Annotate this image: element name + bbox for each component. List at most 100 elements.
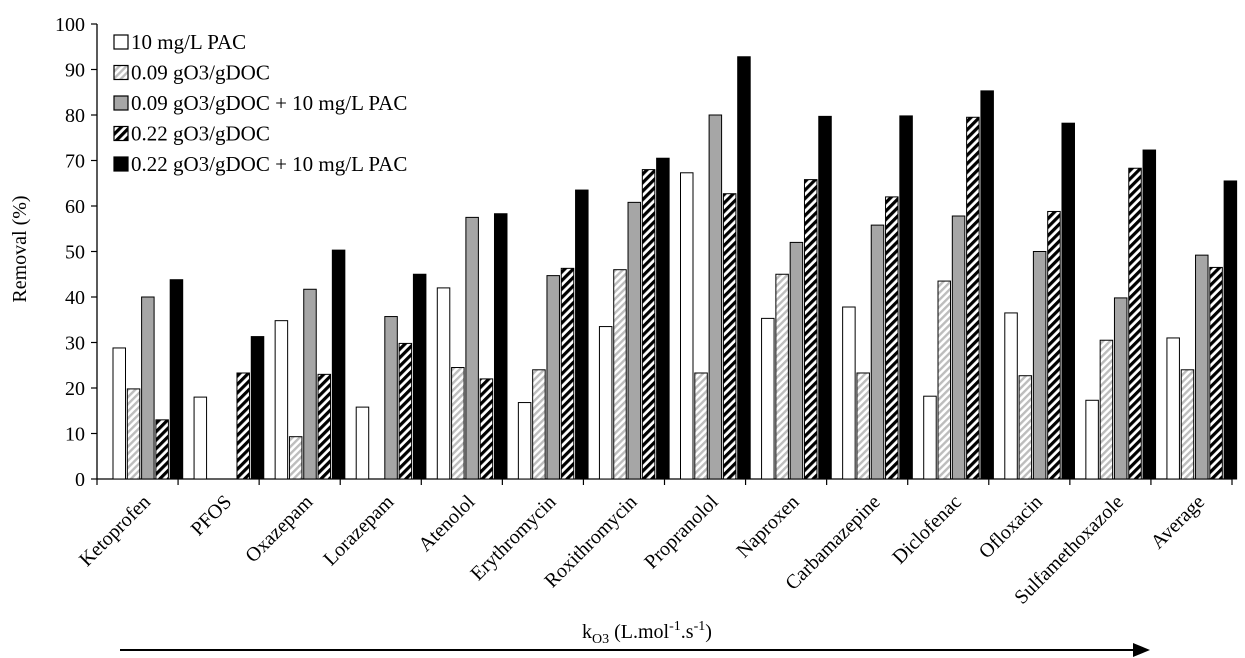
bar-atenolol-series-2 <box>451 367 465 480</box>
bar-average-series-5 <box>1223 180 1238 480</box>
x-tick-label: Oxazepam <box>241 491 317 567</box>
bar-pfos-series-5 <box>250 336 265 480</box>
x-tick-label: Atenolol <box>414 491 479 556</box>
bar-lorazepam-series-4 <box>398 342 413 480</box>
bar-diclofenac-series-5 <box>980 90 994 480</box>
y-tick-label: 80 <box>65 105 85 127</box>
bar-diclofenac-series-4 <box>966 116 980 480</box>
legend-swatch <box>113 34 129 50</box>
bar-propranolol-series-3 <box>708 114 723 480</box>
legend-label: 0.22 gO3/gDOC + 10 mg/L PAC <box>131 152 407 176</box>
bar-oxazepam-series-3 <box>303 288 317 480</box>
bar-diclofenac-series-2 <box>937 280 952 480</box>
x-tick-label: Ofloxacin <box>975 491 1047 563</box>
bar-ofloxacin-series-1 <box>1004 312 1018 480</box>
bar-ketoprofen-series-3 <box>141 296 155 480</box>
y-tick-label: 10 <box>65 424 85 446</box>
bar-erythromycin-series-4 <box>560 267 575 480</box>
bar-atenolol-series-4 <box>479 378 494 480</box>
bar-erythromycin-series-2 <box>532 369 546 480</box>
bar-oxazepam-series-4 <box>317 373 332 480</box>
x-tick-label: Propranolol <box>640 491 723 574</box>
bar-roxithromycin-series-5 <box>656 157 670 480</box>
bar-naproxen-series-3 <box>789 241 804 480</box>
x-tick-label: Diclofenac <box>888 491 966 569</box>
legend-swatch <box>113 64 129 81</box>
bar-ketoprofen-series-2 <box>126 388 141 480</box>
bar-roxithromycin-series-1 <box>598 326 613 480</box>
y-tick-label: 0 <box>75 469 85 491</box>
bar-pfos-series-1 <box>193 396 208 480</box>
bar-roxithromycin-series-4 <box>641 169 656 480</box>
legend: 10 mg/L PAC 0.09 gO3/gDOC 0.09 gO3/gDOC + … <box>113 30 407 176</box>
bar-sulfamethoxazole-series-1 <box>1085 399 1099 480</box>
bar-ketoprofen-series-4 <box>155 419 169 480</box>
legend-swatch <box>113 125 129 142</box>
y-axis-title: Removal (%) <box>9 195 31 302</box>
bar-oxazepam-series-2 <box>288 436 303 480</box>
bar-oxazepam-series-1 <box>274 320 289 480</box>
bar-carbamazepine-series-3 <box>870 224 885 480</box>
bar-average-series-3 <box>1195 254 1209 480</box>
bar-sulfamethoxazole-series-3 <box>1113 297 1128 480</box>
legend-swatch <box>113 95 129 111</box>
bar-carbamazepine-series-4 <box>885 196 899 480</box>
x-tick-label: Average <box>1147 491 1209 553</box>
bar-ofloxacin-series-4 <box>1047 210 1061 480</box>
bar-ofloxacin-series-2 <box>1018 375 1033 480</box>
bar-lorazepam-series-5 <box>412 273 427 480</box>
bar-naproxen-series-4 <box>803 179 818 480</box>
bar-atenolol-series-5 <box>493 213 508 480</box>
x-tick-label: Lorazepam <box>319 491 398 570</box>
x-tick-label: Ketoprofen <box>75 491 155 571</box>
bar-sulfamethoxazole-series-5 <box>1142 149 1157 480</box>
y-tick-label: 60 <box>65 196 85 218</box>
bar-ofloxacin-series-3 <box>1032 251 1047 480</box>
x-tick-labels: Ketoprofen PFOS Oxazepam Lorazepam AtenololE… <box>75 491 1209 609</box>
bar-ketoprofen-series-5 <box>169 279 184 480</box>
bar-ofloxacin-series-5 <box>1061 122 1075 480</box>
bar-carbamazepine-series-1 <box>842 306 856 480</box>
y-tick-label: 70 <box>65 151 85 173</box>
bar-propranolol-series-2 <box>694 372 708 480</box>
bar-sulfamethoxazole-series-4 <box>1128 167 1142 480</box>
bar-roxithromycin-series-2 <box>613 269 627 480</box>
bar-lorazepam-series-3 <box>384 316 398 480</box>
y-tick-label: 100 <box>55 14 85 36</box>
legend-swatch <box>113 156 129 172</box>
legend-label: 0.09 gO3/gDOC + 10 mg/L PAC <box>131 91 407 115</box>
bar-pfos-series-4 <box>236 372 250 480</box>
y-tick-label: 50 <box>65 242 85 264</box>
bar-naproxen-series-1 <box>761 317 775 480</box>
y-tick-label: 90 <box>65 60 85 82</box>
bar-diclofenac-series-1 <box>923 395 937 480</box>
bar-average-series-4 <box>1209 266 1223 480</box>
x-axis-arrow <box>120 643 1150 657</box>
bar-diclofenac-series-3 <box>951 215 966 480</box>
bar-atenolol-series-1 <box>436 287 451 480</box>
bar-propranolol-series-5 <box>737 56 751 480</box>
x-tick-label: PFOS <box>187 491 236 540</box>
bar-average-series-2 <box>1180 369 1195 480</box>
bar-oxazepam-series-5 <box>331 249 346 480</box>
legend-label: 10 mg/L PAC <box>131 30 246 54</box>
bar-propranolol-series-1 <box>680 172 694 480</box>
bar-carbamazepine-series-2 <box>856 372 870 480</box>
y-tick-label: 40 <box>65 287 85 309</box>
bar-sulfamethoxazole-series-2 <box>1099 339 1114 480</box>
bar-ketoprofen-series-1 <box>112 347 126 480</box>
bar-carbamazepine-series-5 <box>899 115 913 480</box>
bar-average-series-1 <box>1166 337 1180 480</box>
bar-erythromycin-series-3 <box>546 275 560 480</box>
bar-naproxen-series-5 <box>818 115 832 480</box>
bars-group <box>112 56 1238 480</box>
bar-propranolol-series-4 <box>722 193 737 480</box>
legend-label: 0.22 gO3/gDOC <box>131 122 270 146</box>
bar-atenolol-series-3 <box>465 216 479 480</box>
legend-label: 0.09 gO3/gDOC <box>131 61 270 85</box>
x-tick-label: Naproxen <box>732 491 803 562</box>
bar-erythromycin-series-5 <box>575 189 589 480</box>
y-tick-label: 30 <box>65 333 85 355</box>
y-tick-label: 20 <box>65 378 85 400</box>
bar-erythromycin-series-1 <box>517 402 532 480</box>
